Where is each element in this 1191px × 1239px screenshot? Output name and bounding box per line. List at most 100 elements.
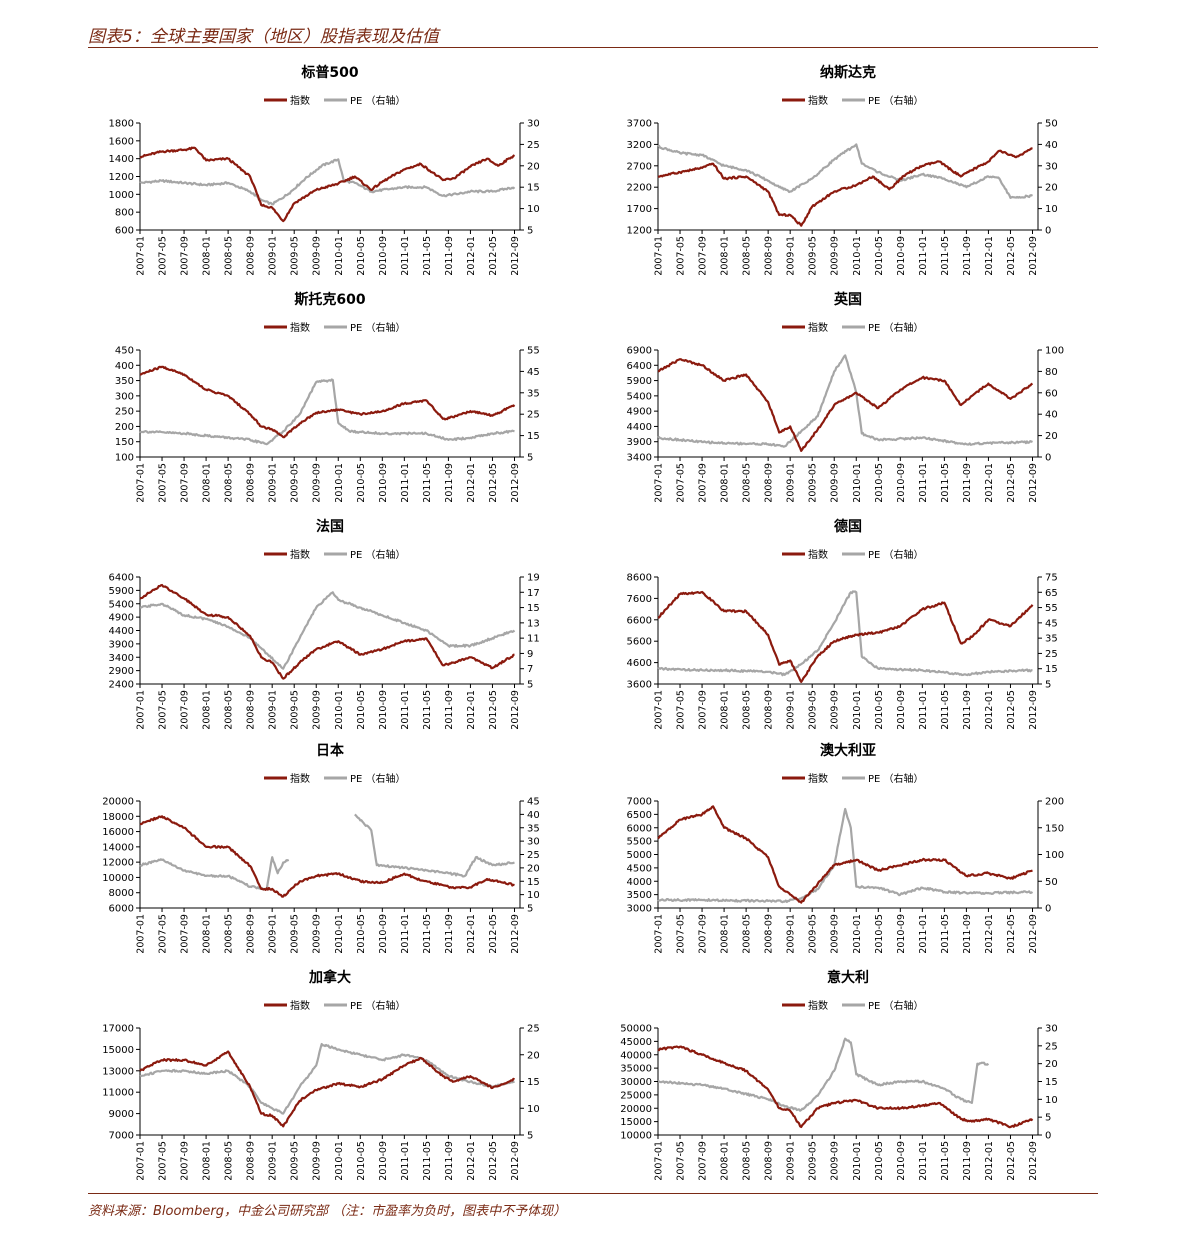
x-tick-label: 2009-01 [268,1141,279,1181]
pe-line [139,591,516,670]
x-tick-label: 2009-05 [290,914,301,954]
x-tick-label: 2011-09 [962,236,973,276]
legend-label-pe: PE （右轴） [868,321,924,334]
y-right-tick-label: 10 [527,204,540,215]
x-tick-label: 2007-09 [698,690,709,730]
x-tick-label: 2008-09 [246,463,257,503]
x-tick-label: 2007-01 [136,914,147,954]
y-right-tick-label: 9 [527,649,533,660]
y-left-tick-label: 14000 [102,842,134,853]
x-tick-label: 2010-05 [874,1141,885,1181]
y-left-tick-label: 400 [115,361,134,372]
x-tick-label: 2007-05 [676,463,687,503]
y-left-tick-label: 3200 [627,140,652,151]
x-tick-label: 2007-01 [136,236,147,276]
y-right-tick-label: 5 [1045,680,1051,691]
x-tick-label: 2011-09 [444,463,455,503]
y-left-tick-label: 6400 [109,573,134,584]
y-right-tick-label: 25 [527,1024,540,1035]
x-tick-label: 2012-01 [466,914,477,954]
x-tick-label: 2012-05 [488,236,499,276]
x-tick-label: 2008-09 [246,1141,257,1181]
y-left-tick-label: 3400 [627,453,652,464]
x-tick-label: 2008-01 [720,690,731,730]
x-tick-label: 2009-05 [808,690,819,730]
y-right-tick-label: 25 [527,850,540,861]
index-line [657,147,1033,227]
x-tick-label: 2009-09 [312,463,323,503]
x-tick-label: 2007-01 [654,236,665,276]
x-tick-label: 2008-09 [764,1141,775,1181]
x-tick-label: 2011-01 [918,236,929,276]
x-tick-label: 2009-09 [830,236,841,276]
index-line [139,583,515,680]
y-right-tick-label: 40 [527,810,540,821]
y-left-tick-label: 6400 [627,361,652,372]
x-tick-label: 2007-01 [136,463,147,503]
y-left-tick-label: 4900 [109,613,134,624]
y-left-tick-label: 7000 [109,1131,134,1142]
x-tick-label: 2009-09 [830,463,841,503]
y-left-tick-label: 3900 [109,639,134,650]
y-left-tick-label: 15000 [102,1045,134,1056]
x-tick-label: 2011-05 [940,914,951,954]
y-left-tick-label: 5600 [627,637,652,648]
x-tick-label: 2011-01 [400,463,411,503]
y-left-tick-label: 9000 [109,1109,134,1120]
x-tick-label: 2007-05 [158,463,169,503]
y-right-tick-label: 0 [1045,1131,1051,1142]
x-tick-label: 2008-05 [224,690,235,730]
x-tick-label: 2007-05 [676,1141,687,1181]
y-right-tick-label: 100 [1045,850,1064,861]
x-tick-label: 2008-01 [202,463,213,503]
y-left-tick-label: 1200 [627,226,652,237]
x-tick-label: 2010-01 [852,690,863,730]
y-left-tick-label: 5500 [627,837,652,848]
index-line [139,365,516,439]
y-right-tick-label: 45 [527,797,540,808]
x-tick-label: 2009-09 [830,914,841,954]
x-tick-label: 2011-05 [422,914,433,954]
y-right-tick-label: 80 [1045,367,1058,378]
y-right-tick-label: 35 [527,823,540,834]
y-left-tick-label: 250 [115,407,134,418]
y-left-tick-label: 6600 [627,615,652,626]
pe-line [658,1037,990,1112]
x-tick-label: 2007-01 [654,914,665,954]
y-left-tick-label: 20000 [102,797,134,808]
chart-title: 标普500 [300,64,358,81]
x-tick-label: 2008-09 [764,914,775,954]
y-right-tick-label: 60 [1045,388,1058,399]
x-tick-label: 2010-09 [378,1141,389,1181]
x-tick-label: 2010-09 [378,463,389,503]
y-left-tick-label: 5000 [627,850,652,861]
x-tick-label: 2011-01 [918,690,929,730]
x-tick-label: 2008-05 [742,463,753,503]
pe-line [139,856,290,891]
y-right-tick-label: 50 [1045,119,1058,130]
x-tick-label: 2011-01 [918,463,929,503]
x-tick-label: 2007-05 [158,914,169,954]
x-tick-label: 2012-09 [1028,463,1039,503]
y-left-tick-label: 1700 [627,204,652,215]
x-tick-label: 2011-09 [444,914,455,954]
chart-title: 法国 [316,518,344,535]
y-right-tick-label: 10 [1045,1095,1058,1106]
y-left-tick-label: 40000 [620,1050,652,1061]
x-tick-label: 2007-09 [180,463,191,503]
y-left-tick-label: 18000 [102,812,134,823]
y-left-tick-label: 3400 [109,653,134,664]
x-tick-label: 2008-05 [742,1141,753,1181]
x-tick-label: 2008-05 [224,1141,235,1181]
x-tick-label: 2007-05 [158,690,169,730]
x-tick-label: 2008-05 [742,236,753,276]
x-tick-label: 2008-09 [764,236,775,276]
x-tick-label: 2008-09 [764,463,775,503]
x-tick-label: 2011-01 [400,690,411,730]
y-left-tick-label: 100 [115,453,134,464]
x-tick-label: 2009-09 [312,914,323,954]
x-tick-label: 2010-09 [378,914,389,954]
x-tick-label: 2008-05 [742,914,753,954]
x-tick-label: 2012-01 [984,236,995,276]
